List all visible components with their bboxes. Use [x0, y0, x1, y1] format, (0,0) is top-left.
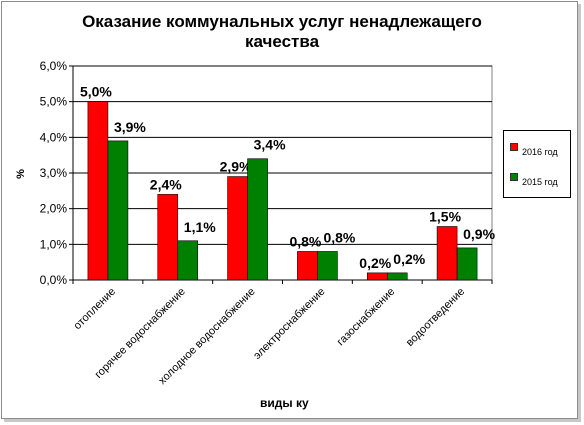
data-label: 0,8%	[289, 233, 321, 249]
legend-swatch-2015	[510, 173, 518, 181]
data-label: 1,1%	[184, 219, 216, 235]
x-tick-label: газоснабжение	[335, 286, 398, 349]
bar	[227, 176, 248, 281]
x-tick-label: водоотведение	[404, 286, 467, 349]
legend-label-2015: 2015 год	[522, 177, 558, 187]
data-label: 3,4%	[254, 137, 286, 153]
bar	[157, 194, 179, 281]
x-tick-label: отопление	[72, 286, 118, 332]
y-tick-label: 5,0%	[40, 95, 68, 109]
bar	[297, 251, 318, 281]
x-tick-label: электроснабжение	[251, 286, 327, 362]
bar	[87, 101, 109, 281]
data-label: 3,9%	[114, 119, 146, 135]
bar	[317, 251, 338, 281]
y-tick-label: 1,0%	[40, 237, 68, 251]
bar	[386, 272, 408, 281]
data-label: 0,9%	[463, 226, 495, 242]
data-label: 5,0%	[80, 84, 112, 100]
bar	[247, 158, 268, 281]
chart-title-line-2: качества	[244, 32, 320, 51]
bar	[177, 240, 199, 281]
bar	[366, 272, 388, 281]
chart-title-line-1: Оказание коммунальных услуг ненадлежащег…	[82, 12, 482, 31]
chart-title: Оказание коммунальных услуг ненадлежащег…	[62, 12, 502, 52]
legend: 2016 год 2015 год	[503, 130, 571, 198]
bar	[107, 140, 129, 281]
y-tick-label: 2,0%	[40, 202, 68, 216]
y-tick-label: 6,0%	[40, 59, 68, 73]
data-label: 0,8%	[323, 229, 355, 245]
data-label: 2,9%	[220, 159, 252, 175]
y-axis-label: %	[15, 169, 27, 179]
y-tick-label: 0,0%	[40, 273, 68, 287]
data-label: 1,5%	[429, 209, 461, 225]
chart-frame: Оказание коммунальных услуг ненадлежащег…	[1, 1, 578, 419]
x-axis-label: виды ку	[260, 396, 309, 410]
data-label: 0,2%	[359, 255, 391, 271]
bar	[436, 226, 458, 281]
bar-chart: 0,0% 1,0% 2,0% 3,0% 4,0% 5,0% 6,0%% 5,0% 3,9% ото…	[15, 59, 496, 387]
bar	[456, 247, 478, 281]
legend-label-2016: 2016 год	[522, 147, 558, 157]
y-tick-label: 4,0%	[40, 130, 68, 144]
data-label: 2,4%	[150, 176, 182, 192]
y-tick-label: 3,0%	[40, 166, 68, 180]
data-label: 0,2%	[393, 251, 425, 267]
legend-swatch-2016	[510, 143, 518, 151]
